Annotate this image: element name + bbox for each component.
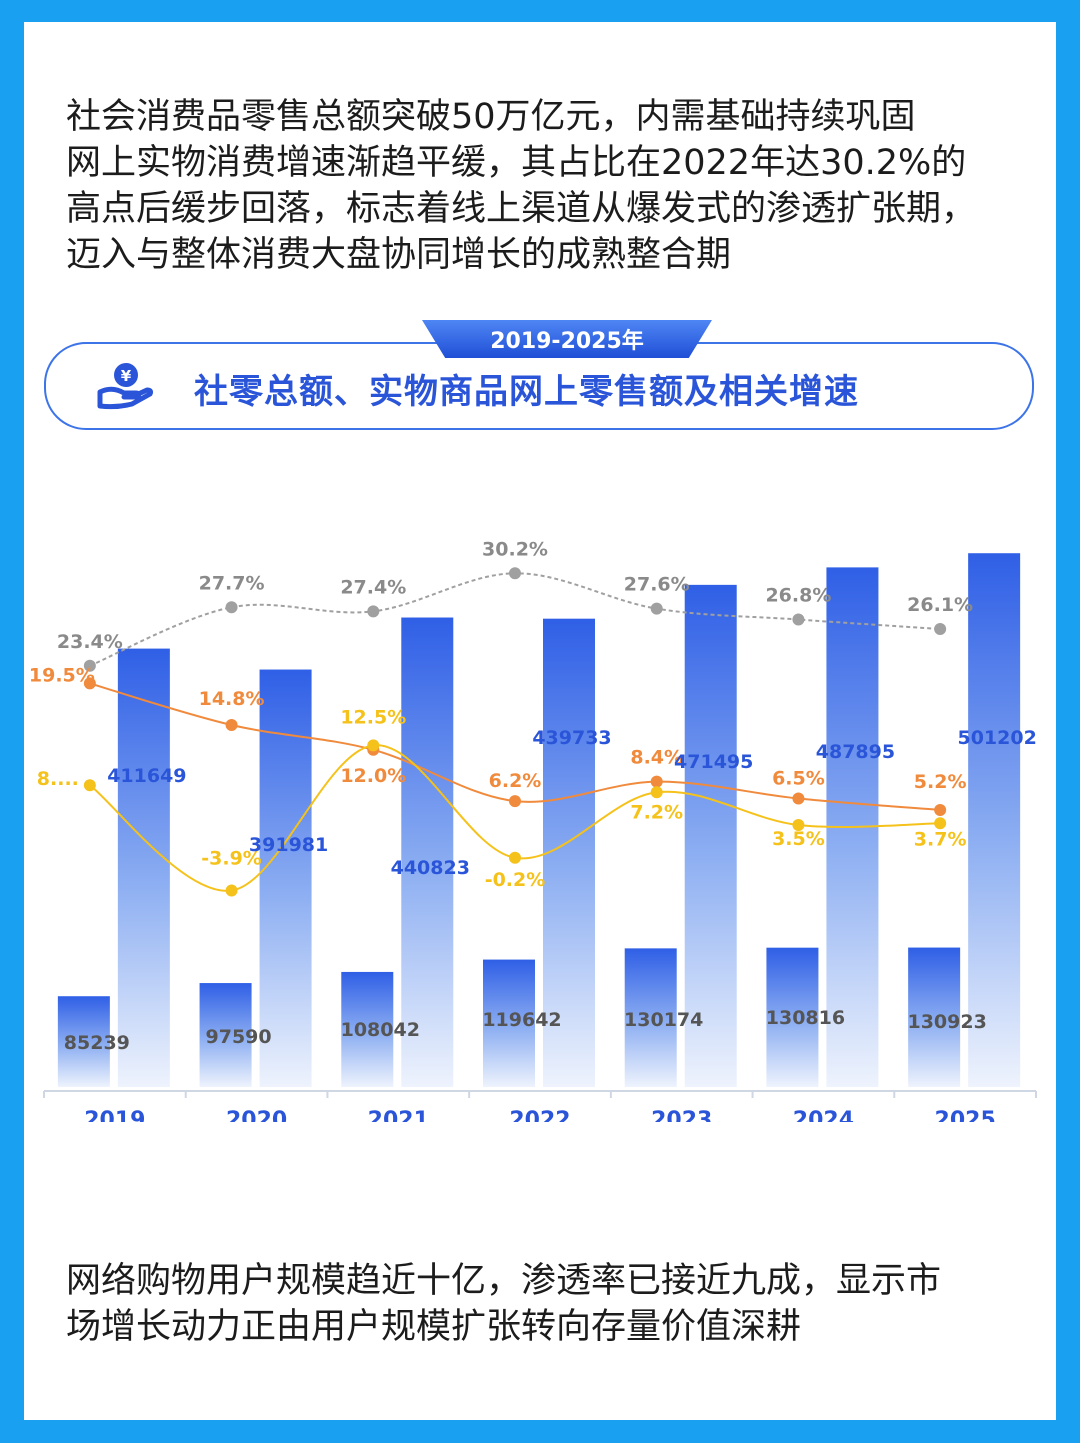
- share-point-2022: [509, 567, 521, 580]
- bar-online-2021: [341, 971, 394, 1087]
- bar-total-label-2019: 411649: [107, 765, 186, 787]
- retail-growth-point-2025: [934, 817, 947, 830]
- x-tick-label-2022: 2022: [509, 1108, 570, 1122]
- x-tick-label-2025: 2025: [935, 1108, 996, 1122]
- bar-total-2019: [117, 648, 170, 1087]
- intro-line: 高点后缓步回落，标志着线上渠道从爆发式的渗透扩张期，: [66, 189, 977, 229]
- year-range-tab: 2019-2025年: [422, 320, 712, 358]
- bar-total-label-2021: 440823: [391, 857, 470, 879]
- retail-growth-label-2022: -0.2%: [485, 869, 546, 891]
- retail-growth-point-2024: [792, 819, 805, 832]
- yuan-hand-icon: ¥: [97, 363, 154, 410]
- online-growth-label-2024: 6.5%: [772, 767, 825, 789]
- bar-total-label-2020: 391981: [249, 834, 328, 856]
- svg-text:¥: ¥: [121, 367, 132, 385]
- bar-total-2022: [543, 618, 595, 1087]
- retail-growth-point-2022: [509, 851, 521, 864]
- bar-online-label-2021: 108042: [341, 1019, 420, 1041]
- bar-total-label-2024: 487895: [816, 741, 895, 763]
- share-label-2025: 26.1%: [907, 594, 973, 616]
- x-tick-label-2024: 2024: [793, 1108, 854, 1122]
- bar-online-label-2019: 85239: [64, 1032, 130, 1054]
- intro-text: 社会消费品零售总额突破50万亿元，内需基础持续巩固 网上实物消费增速渐趋平缓，其…: [66, 94, 1046, 278]
- x-tick-label-2019: 2019: [84, 1108, 145, 1122]
- bar-total-2021: [401, 617, 454, 1087]
- online-growth-label-2019: 19.5%: [29, 664, 95, 686]
- retail-growth-point-2021: [367, 739, 380, 752]
- bar-online-2020: [199, 983, 252, 1087]
- retail-growth-point-2020: [225, 884, 238, 897]
- intro-line: 社会消费品零售总额突破50万亿元，内需基础持续巩固: [66, 97, 916, 137]
- bar-online-label-2022: 119642: [482, 1009, 561, 1031]
- online-growth-label-2025: 5.2%: [914, 771, 967, 793]
- bar-online-2022: [483, 959, 535, 1087]
- bar-online-label-2023: 130174: [624, 1009, 703, 1031]
- share-label-2024: 26.8%: [765, 585, 831, 607]
- share-point-2023: [650, 602, 663, 615]
- bar-total-label-2022: 439733: [532, 727, 611, 749]
- retail-growth-point-2023: [650, 786, 663, 799]
- online-growth-label-2020: 14.8%: [199, 688, 265, 710]
- bar-online-2023: [624, 948, 677, 1087]
- online-growth-point-2020: [225, 719, 238, 732]
- bar-online-label-2025: 130923: [907, 1011, 986, 1033]
- outro-text: 网络购物用户规模趋近十亿，渗透率已接近九成，显示市 场增长动力正由用户规模扩张转…: [66, 1258, 1046, 1350]
- chart-title: 社零总额、实物商品网上零售额及相关增速: [194, 372, 859, 412]
- bar-online-label-2024: 130816: [766, 1007, 845, 1029]
- bar-online-2024: [766, 947, 819, 1087]
- outro-line: 场增长动力正由用户规模扩张转向存量价值深耕: [66, 1307, 802, 1347]
- share-label-2022: 30.2%: [482, 538, 548, 560]
- retail-growth-point-2019: [83, 779, 96, 792]
- online-growth-label-2023: 8.4%: [630, 747, 683, 769]
- outro-line: 网络购物用户规模趋近十亿，渗透率已接近九成，显示市: [66, 1261, 942, 1301]
- online-growth-point-2024: [792, 792, 805, 805]
- retail-growth-label-2019: 8....: [37, 768, 79, 790]
- chart-area: 23.4% 27.7% 27.4% 30.2% 27.6% 26.8% 26.1% 19.5%…: [29, 538, 1037, 1122]
- bar-online-2019: [57, 996, 110, 1087]
- online-growth-point-2025: [934, 803, 947, 816]
- intro-line: 网上实物消费增速渐趋平缓，其占比在2022年达30.2%的: [66, 143, 967, 183]
- retail-growth-label-2021: 12.5%: [340, 706, 406, 728]
- bar-total-label-2025: 501202: [957, 727, 1036, 749]
- bar-total-label-2023: 471495: [674, 751, 753, 773]
- share-label-2021: 27.4%: [340, 576, 406, 598]
- online-growth-label-2022: 6.2%: [489, 770, 542, 792]
- poster-card: 社会消费品零售总额突破50万亿元，内需基础持续巩固 网上实物消费增速渐趋平缓，其…: [24, 22, 1056, 1420]
- bar-online-label-2020: 97590: [206, 1026, 272, 1048]
- retail-growth-label-2020: -3.9%: [201, 848, 262, 870]
- online-growth-point-2019: [83, 677, 96, 690]
- x-tick-label-2021: 2021: [368, 1108, 429, 1122]
- share-point-2019: [83, 659, 96, 672]
- retail-growth-label-2024: 3.5%: [772, 828, 825, 850]
- bar-total-2020: [259, 669, 312, 1087]
- share-point-2025: [934, 623, 947, 636]
- bar-online-2025: [908, 947, 961, 1087]
- bar-total-2025: [968, 553, 1021, 1087]
- online-growth-point-2023: [650, 775, 663, 788]
- share-label-2020: 27.7%: [199, 572, 265, 594]
- bar-total-2023: [684, 584, 737, 1087]
- share-point-2020: [225, 601, 238, 614]
- share-label-2023: 27.6%: [624, 574, 690, 596]
- x-tick-label-2020: 2020: [226, 1108, 287, 1122]
- retail-growth-label-2025: 3.7%: [914, 828, 967, 850]
- intro-line: 迈入与整体消费大盘协同增长的成熟整合期: [66, 235, 732, 275]
- retail-growth-label-2023: 7.2%: [630, 801, 683, 823]
- online-growth-label-2021: 12.0%: [340, 765, 406, 787]
- share-label-2019: 23.4%: [57, 631, 123, 653]
- x-tick-label-2023: 2023: [651, 1108, 712, 1122]
- share-point-2024: [792, 613, 805, 626]
- share-point-2021: [367, 605, 380, 618]
- online-growth-point-2022: [509, 795, 521, 808]
